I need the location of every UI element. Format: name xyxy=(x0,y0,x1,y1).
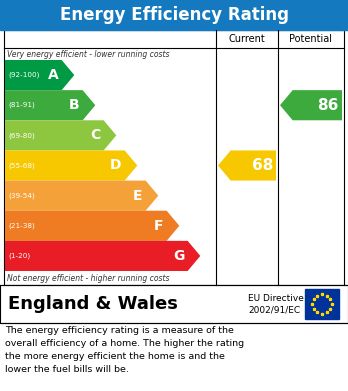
Text: England & Wales: England & Wales xyxy=(8,295,178,313)
Text: Not energy efficient - higher running costs: Not energy efficient - higher running co… xyxy=(7,274,169,283)
Polygon shape xyxy=(5,211,179,241)
Bar xyxy=(0,0,348,30)
Bar xyxy=(4,30,344,285)
Text: A: A xyxy=(48,68,59,82)
Text: Energy Efficiency Rating: Energy Efficiency Rating xyxy=(60,6,288,24)
Polygon shape xyxy=(280,90,342,120)
Text: The energy efficiency rating is a measure of the
overall efficiency of a home. T: The energy efficiency rating is a measur… xyxy=(5,326,244,373)
Text: (39-54): (39-54) xyxy=(8,192,35,199)
Text: 86: 86 xyxy=(318,98,339,113)
Polygon shape xyxy=(5,181,158,211)
Polygon shape xyxy=(5,60,74,90)
Text: (92-100): (92-100) xyxy=(8,72,39,78)
Polygon shape xyxy=(5,90,95,120)
Text: (55-68): (55-68) xyxy=(8,162,35,169)
Text: B: B xyxy=(69,98,80,112)
Text: (69-80): (69-80) xyxy=(8,132,35,138)
Text: E: E xyxy=(133,188,143,203)
Polygon shape xyxy=(5,151,137,181)
Text: 68: 68 xyxy=(252,158,273,173)
Text: C: C xyxy=(90,128,101,142)
Polygon shape xyxy=(5,120,116,151)
Bar xyxy=(0,285,348,323)
Polygon shape xyxy=(218,151,276,181)
Polygon shape xyxy=(5,241,200,271)
Text: EU Directive
2002/91/EC: EU Directive 2002/91/EC xyxy=(248,294,304,314)
Text: (1-20): (1-20) xyxy=(8,253,30,259)
Text: (21-38): (21-38) xyxy=(8,222,35,229)
Text: D: D xyxy=(110,158,122,172)
Bar xyxy=(305,289,339,319)
Text: (81-91): (81-91) xyxy=(8,102,35,108)
Text: F: F xyxy=(154,219,164,233)
Text: Current: Current xyxy=(229,34,266,44)
Text: G: G xyxy=(173,249,185,263)
Text: Very energy efficient - lower running costs: Very energy efficient - lower running co… xyxy=(7,50,169,59)
Text: Potential: Potential xyxy=(290,34,332,44)
